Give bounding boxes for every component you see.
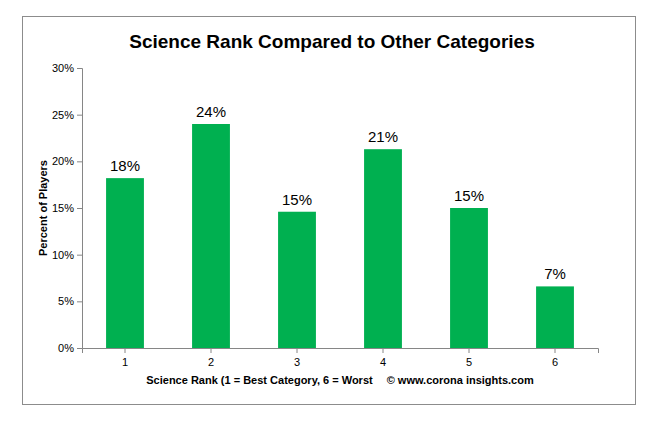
y-axis-line (77, 69, 83, 349)
x-tick: 6 (552, 348, 558, 368)
y-tick-mark (77, 301, 82, 302)
x-tick-label: 4 (380, 356, 386, 368)
y-tick: 20% (52, 155, 82, 167)
x-tick: 5 (466, 348, 472, 368)
data-label: 21% (368, 128, 398, 145)
y-tick-label: 30% (52, 62, 74, 74)
y-tick-mark (77, 115, 82, 116)
y-tick-mark (77, 255, 82, 256)
chart-frame (23, 17, 636, 405)
chart-title: Science Rank Compared to Other Categorie… (129, 31, 534, 52)
y-tick: 0% (58, 342, 82, 354)
x-tick-mark (555, 348, 556, 353)
y-axis: 0% 5% 10% 15% 20% 25% 30% (52, 62, 83, 354)
x-tick-mark (383, 348, 384, 353)
y-tick-label: 5% (58, 295, 74, 307)
x-tick: 2 (208, 348, 214, 368)
y-tick: 25% (52, 109, 82, 121)
y-tick-label: 10% (52, 249, 74, 261)
y-tick-label: 0% (58, 342, 74, 354)
chart: 0% 5% 10% 15% 20% 25% 30% 1 2 3 4 5 6 18% 24% 15% 21% 15%… (0, 0, 659, 421)
x-tick-label: 3 (294, 356, 300, 368)
y-tick-mark (77, 161, 82, 162)
data-labels: 18% 24% 15% 21% 15% 7% (110, 103, 566, 282)
y-tick: 10% (52, 249, 82, 261)
x-tick-mark (297, 348, 298, 353)
y-tick-mark (77, 348, 82, 349)
x-tick: 4 (380, 348, 386, 368)
x-tick-mark (211, 348, 212, 353)
bars (106, 124, 574, 348)
y-tick-mark (77, 68, 82, 69)
bar (450, 208, 488, 348)
y-tick-label: 25% (52, 109, 74, 121)
x-tick-mark (125, 348, 126, 353)
annotation: © www.corona insights.com (387, 374, 534, 386)
bar (192, 124, 230, 348)
x-tick-label: 6 (552, 356, 558, 368)
y-tick: 15% (52, 202, 82, 214)
x-axis: 1 2 3 4 5 6 (83, 348, 599, 368)
data-label: 18% (110, 157, 140, 174)
y-tick-label: 15% (52, 202, 74, 214)
y-tick-label: 20% (52, 155, 74, 167)
data-label: 15% (454, 187, 484, 204)
y-tick-mark (77, 208, 82, 209)
x-tick-mark (469, 348, 470, 353)
data-label: 15% (282, 191, 312, 208)
x-tick: 3 (294, 348, 300, 368)
bar (364, 149, 402, 348)
x-tick-label: 1 (122, 356, 128, 368)
bar (536, 286, 574, 348)
bar (278, 212, 316, 348)
x-tick-label: 5 (466, 356, 472, 368)
data-label: 24% (196, 103, 226, 120)
y-axis-title: Percent of Players (37, 160, 49, 256)
bar (106, 178, 144, 348)
y-tick: 30% (52, 62, 82, 74)
x-axis-title: Science Rank (1 = Best Category, 6 = Wor… (146, 374, 373, 386)
x-tick: 1 (122, 348, 128, 368)
data-label: 7% (544, 265, 566, 282)
x-axis-line (83, 349, 599, 354)
y-tick: 5% (58, 295, 82, 307)
x-tick-label: 2 (208, 356, 214, 368)
